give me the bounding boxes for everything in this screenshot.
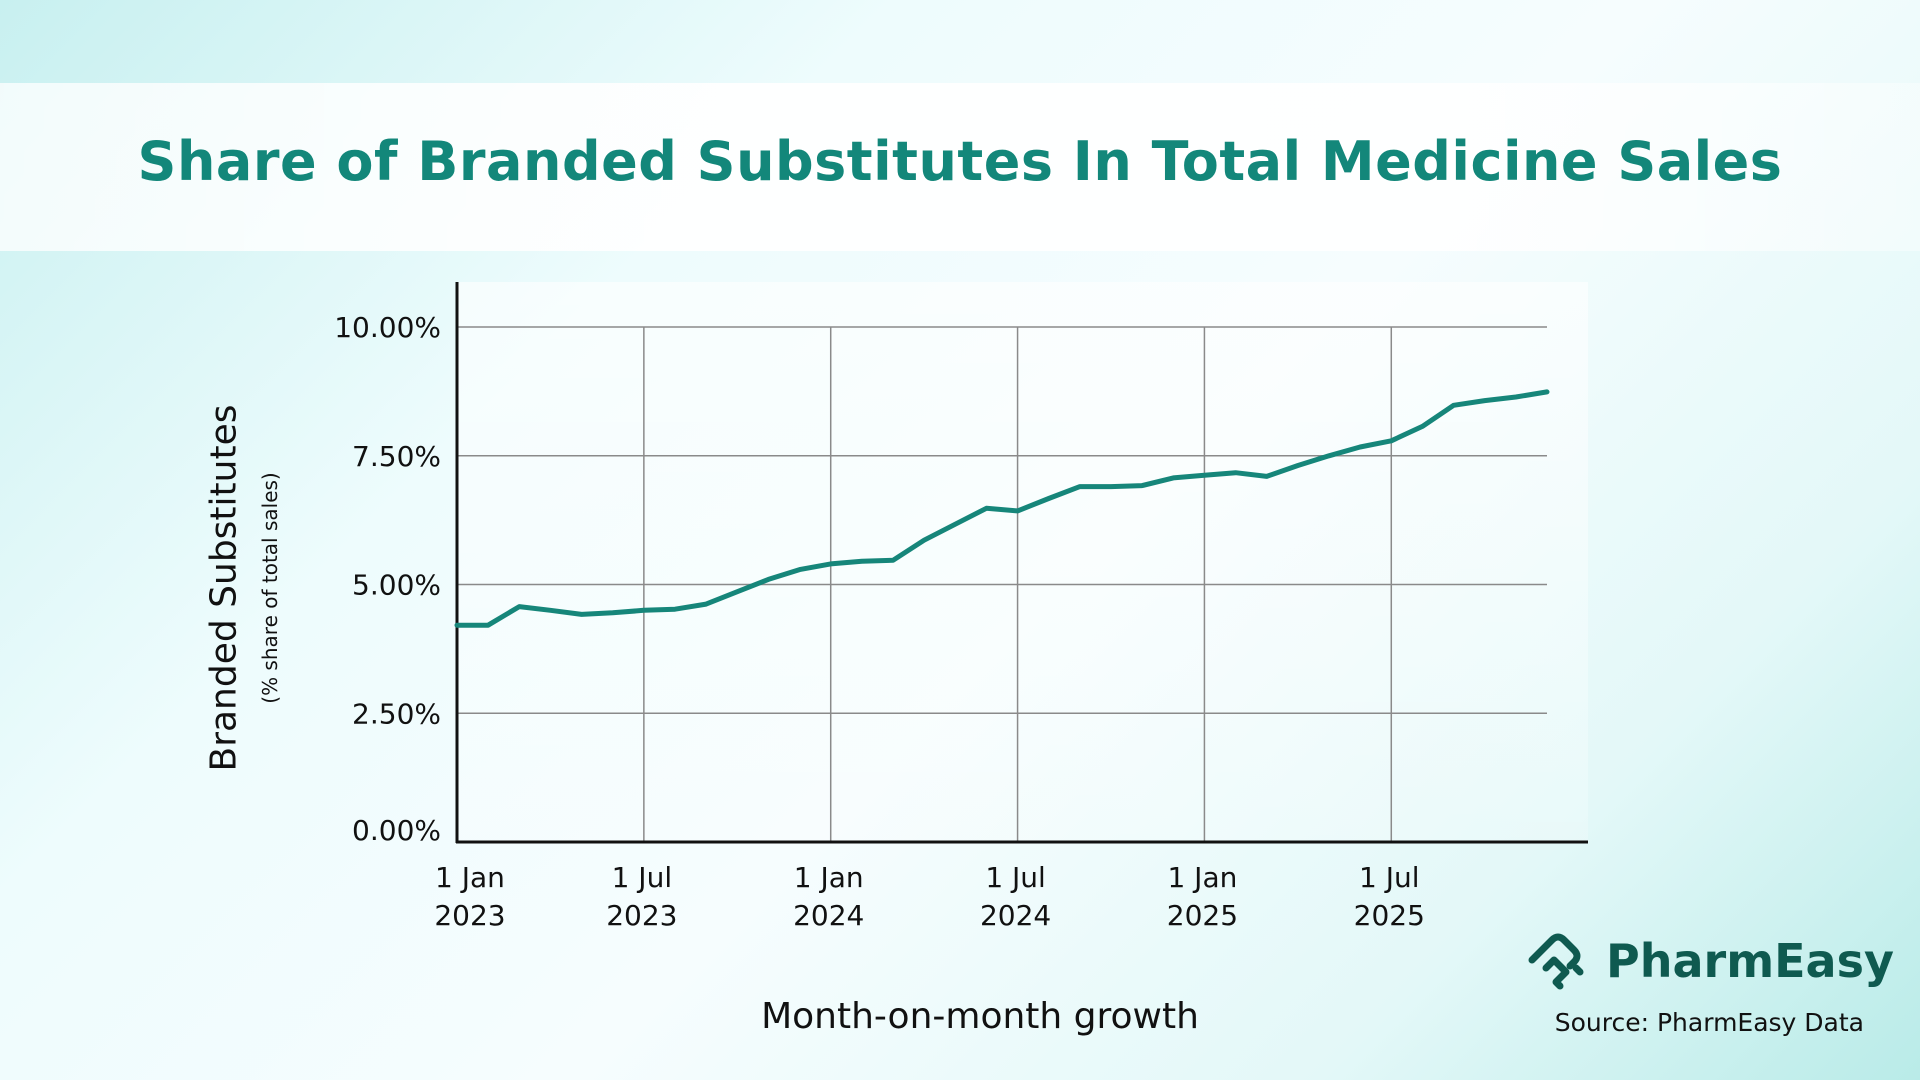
x-tick-label: 1 Jul xyxy=(1359,861,1420,894)
x-tick-label-year: 2024 xyxy=(793,899,864,932)
x-tick-label-year: 2023 xyxy=(606,899,677,932)
data-line xyxy=(454,389,1550,628)
x-tick-label: 1 Jul xyxy=(612,861,673,894)
x-tick-label: 1 Jan xyxy=(435,861,505,894)
x-tick-label-year: 2024 xyxy=(980,899,1051,932)
y-axis-subtitle: (% share of total sales) xyxy=(258,472,282,704)
pharmeasy-logo-icon xyxy=(1528,933,1584,990)
x-tick-label-year: 2025 xyxy=(1167,899,1238,932)
x-tick-label: 1 Jan xyxy=(794,861,864,894)
y-tick-label: 7.50% xyxy=(352,440,441,473)
x-tick-label: 1 Jul xyxy=(985,861,1046,894)
x-tick-label-year: 2025 xyxy=(1354,899,1425,932)
source-note: Source: PharmEasy Data xyxy=(1554,1008,1864,1037)
y-tick-label: 0.00% xyxy=(352,814,441,847)
chart-title: Share of Branded Substitutes In Total Me… xyxy=(137,130,1783,193)
plot-area xyxy=(457,282,1588,842)
y-tick-label: 2.50% xyxy=(352,697,441,730)
x-tick-label-year: 2023 xyxy=(434,899,505,932)
brand-logo: PharmEasy xyxy=(1526,928,1894,994)
brand-name: PharmEasy xyxy=(1606,934,1894,988)
y-axis-title: Branded Substitutes xyxy=(203,404,245,772)
y-tick-label: 10.00% xyxy=(334,311,441,344)
title-band xyxy=(0,83,1920,251)
y-tick-label: 5.00% xyxy=(352,569,441,602)
x-tick-label: 1 Jan xyxy=(1167,861,1237,894)
x-axis-title: Month-on-month growth xyxy=(761,996,1199,1037)
